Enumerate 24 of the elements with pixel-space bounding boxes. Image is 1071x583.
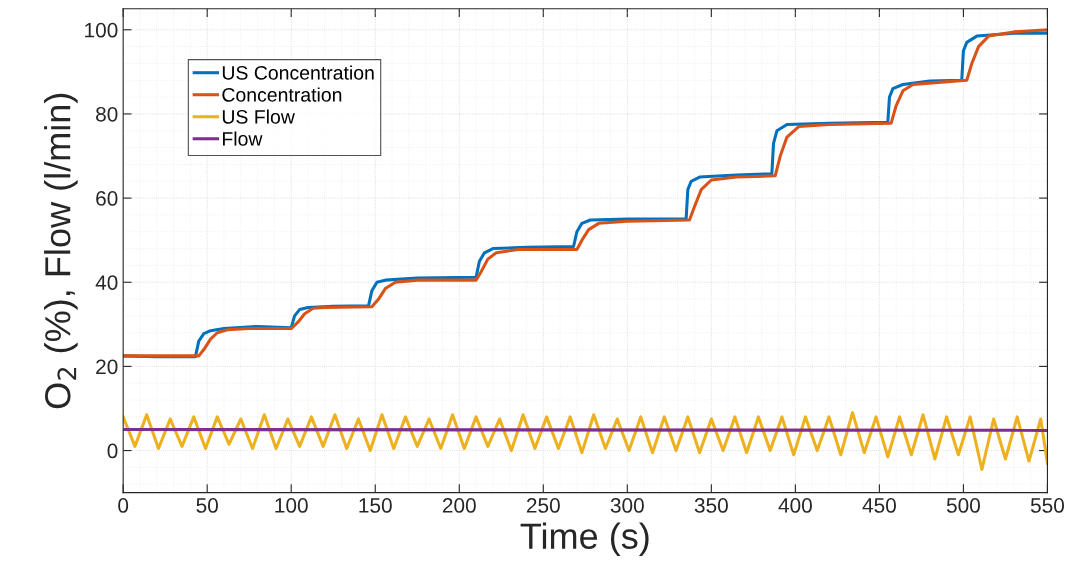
y-tick-label: 100	[85, 22, 118, 38]
legend-label: US Flow	[222, 109, 295, 124]
x-tick-label: 100	[275, 498, 308, 513]
x-tick-label: 50	[196, 498, 218, 513]
y-tick-label: 80	[96, 106, 118, 122]
y-tick-label: 40	[95, 275, 118, 290]
x-tick-label: 350	[694, 498, 728, 513]
x-tick-label: 250	[526, 498, 560, 513]
x-tick-label: 450	[862, 498, 896, 513]
y-tick-label: 0	[107, 443, 118, 459]
x-tick-label: 200	[442, 498, 476, 513]
y-axis-title: O$_{2}$ (%), Flow (l/min)	[44, 93, 78, 409]
x-tick-label: 500	[946, 498, 980, 513]
legend-label: Flow	[222, 131, 263, 146]
legend-label: US Concentration	[222, 65, 374, 80]
x-tick-label: 0	[118, 498, 129, 513]
legend-label: Concentration	[222, 87, 342, 102]
x-tick-label: 550	[1030, 498, 1064, 513]
x-tick-label: 400	[778, 498, 812, 513]
x-tick-label: 150	[359, 498, 392, 513]
x-axis-title: Time (s)	[520, 522, 649, 557]
y-tick-label: 60	[96, 191, 118, 206]
y-tick-label: 20	[96, 359, 118, 375]
x-tick-label: 300	[610, 498, 644, 513]
